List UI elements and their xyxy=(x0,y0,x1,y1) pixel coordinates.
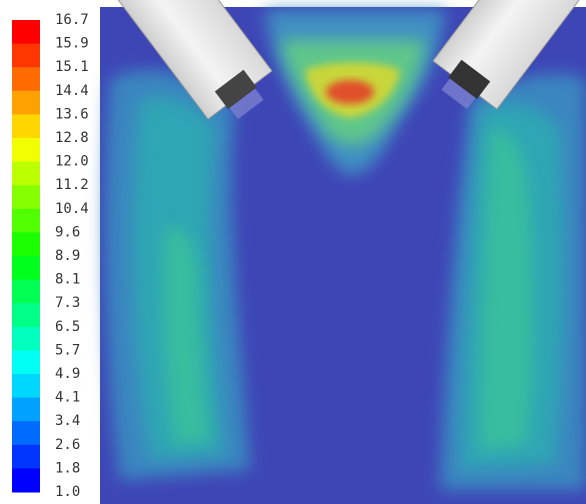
legend-swatch xyxy=(12,90,40,115)
legend-label: 7.3 xyxy=(55,295,80,311)
legend-label: 3.4 xyxy=(55,413,80,429)
legend-label: 1.0 xyxy=(55,484,80,500)
legend-swatch xyxy=(12,138,40,163)
legend-label: 9.6 xyxy=(55,224,80,240)
legend-label: 1.8 xyxy=(55,460,80,476)
legend-label: 10.4 xyxy=(55,201,89,217)
legend-swatch xyxy=(12,114,40,139)
jet-core xyxy=(326,80,374,104)
nozzle-right xyxy=(432,0,586,110)
legend-swatch xyxy=(12,208,40,233)
legend-label: 15.9 xyxy=(55,36,89,52)
contour-field xyxy=(100,0,586,504)
color-legend: 16.7 15.9 15.1 14.4 13.6 12.8 12.0 11.2 10.4 9.6 8… xyxy=(12,12,89,500)
legend-swatch xyxy=(12,374,40,399)
legend-swatch xyxy=(12,67,40,92)
plume-inner xyxy=(163,227,210,445)
legend-swatch xyxy=(12,397,40,422)
legend-label: 12.0 xyxy=(55,154,89,170)
legend-swatch xyxy=(12,20,40,45)
legend-label: 8.1 xyxy=(55,272,80,288)
legend-swatch xyxy=(12,256,40,281)
legend-swatch xyxy=(12,444,40,469)
legend-label: 16.7 xyxy=(55,12,89,28)
legend-swatch xyxy=(12,232,40,257)
legend-swatch xyxy=(12,279,40,304)
legend-label: 4.1 xyxy=(55,390,80,406)
legend-swatch xyxy=(12,161,40,186)
legend-swatch xyxy=(12,303,40,328)
legend-label: 4.9 xyxy=(55,366,80,382)
legend-label: 5.7 xyxy=(55,342,80,358)
legend-label: 15.1 xyxy=(55,59,89,75)
legend-swatch xyxy=(12,421,40,446)
legend-label: 12.8 xyxy=(55,130,89,146)
legend-label: 6.5 xyxy=(55,319,80,335)
legend-swatch xyxy=(12,185,40,210)
legend-swatch xyxy=(12,468,40,493)
legend-swatch xyxy=(12,326,40,351)
legend-swatch xyxy=(12,350,40,375)
legend-label: 8.9 xyxy=(55,248,80,264)
legend-label: 11.2 xyxy=(55,177,89,193)
legend-label: 2.6 xyxy=(55,437,80,453)
nozzle-left xyxy=(117,0,273,120)
legend-swatch xyxy=(12,43,40,68)
plume-inner xyxy=(480,129,533,451)
legend-label: 13.6 xyxy=(55,106,89,122)
legend-label: 14.4 xyxy=(55,83,89,99)
